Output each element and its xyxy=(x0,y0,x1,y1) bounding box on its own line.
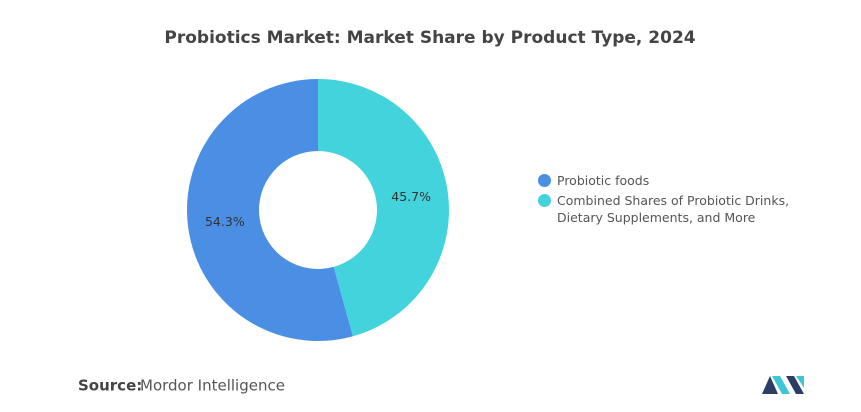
slice xyxy=(187,79,353,341)
value-label: 45.7% xyxy=(391,189,431,204)
source-text: Mordor Intelligence xyxy=(140,377,285,395)
legend-label: Probiotic foods xyxy=(557,173,650,188)
value-label: 54.3% xyxy=(205,214,245,229)
legend-item: Combined Shares of Probiotic Drinks, Die… xyxy=(538,192,797,226)
legend-item: Probiotic foods xyxy=(538,172,797,189)
logo xyxy=(762,376,804,394)
legend-swatch xyxy=(538,194,551,207)
slice xyxy=(318,79,450,337)
source-label: Source: xyxy=(78,377,142,395)
legend-swatch xyxy=(538,174,551,187)
legend-label: Combined Shares of Probiotic Drinks, Die… xyxy=(557,193,790,225)
chart-title: Probiotics Market: Market Share by Produ… xyxy=(164,28,695,48)
